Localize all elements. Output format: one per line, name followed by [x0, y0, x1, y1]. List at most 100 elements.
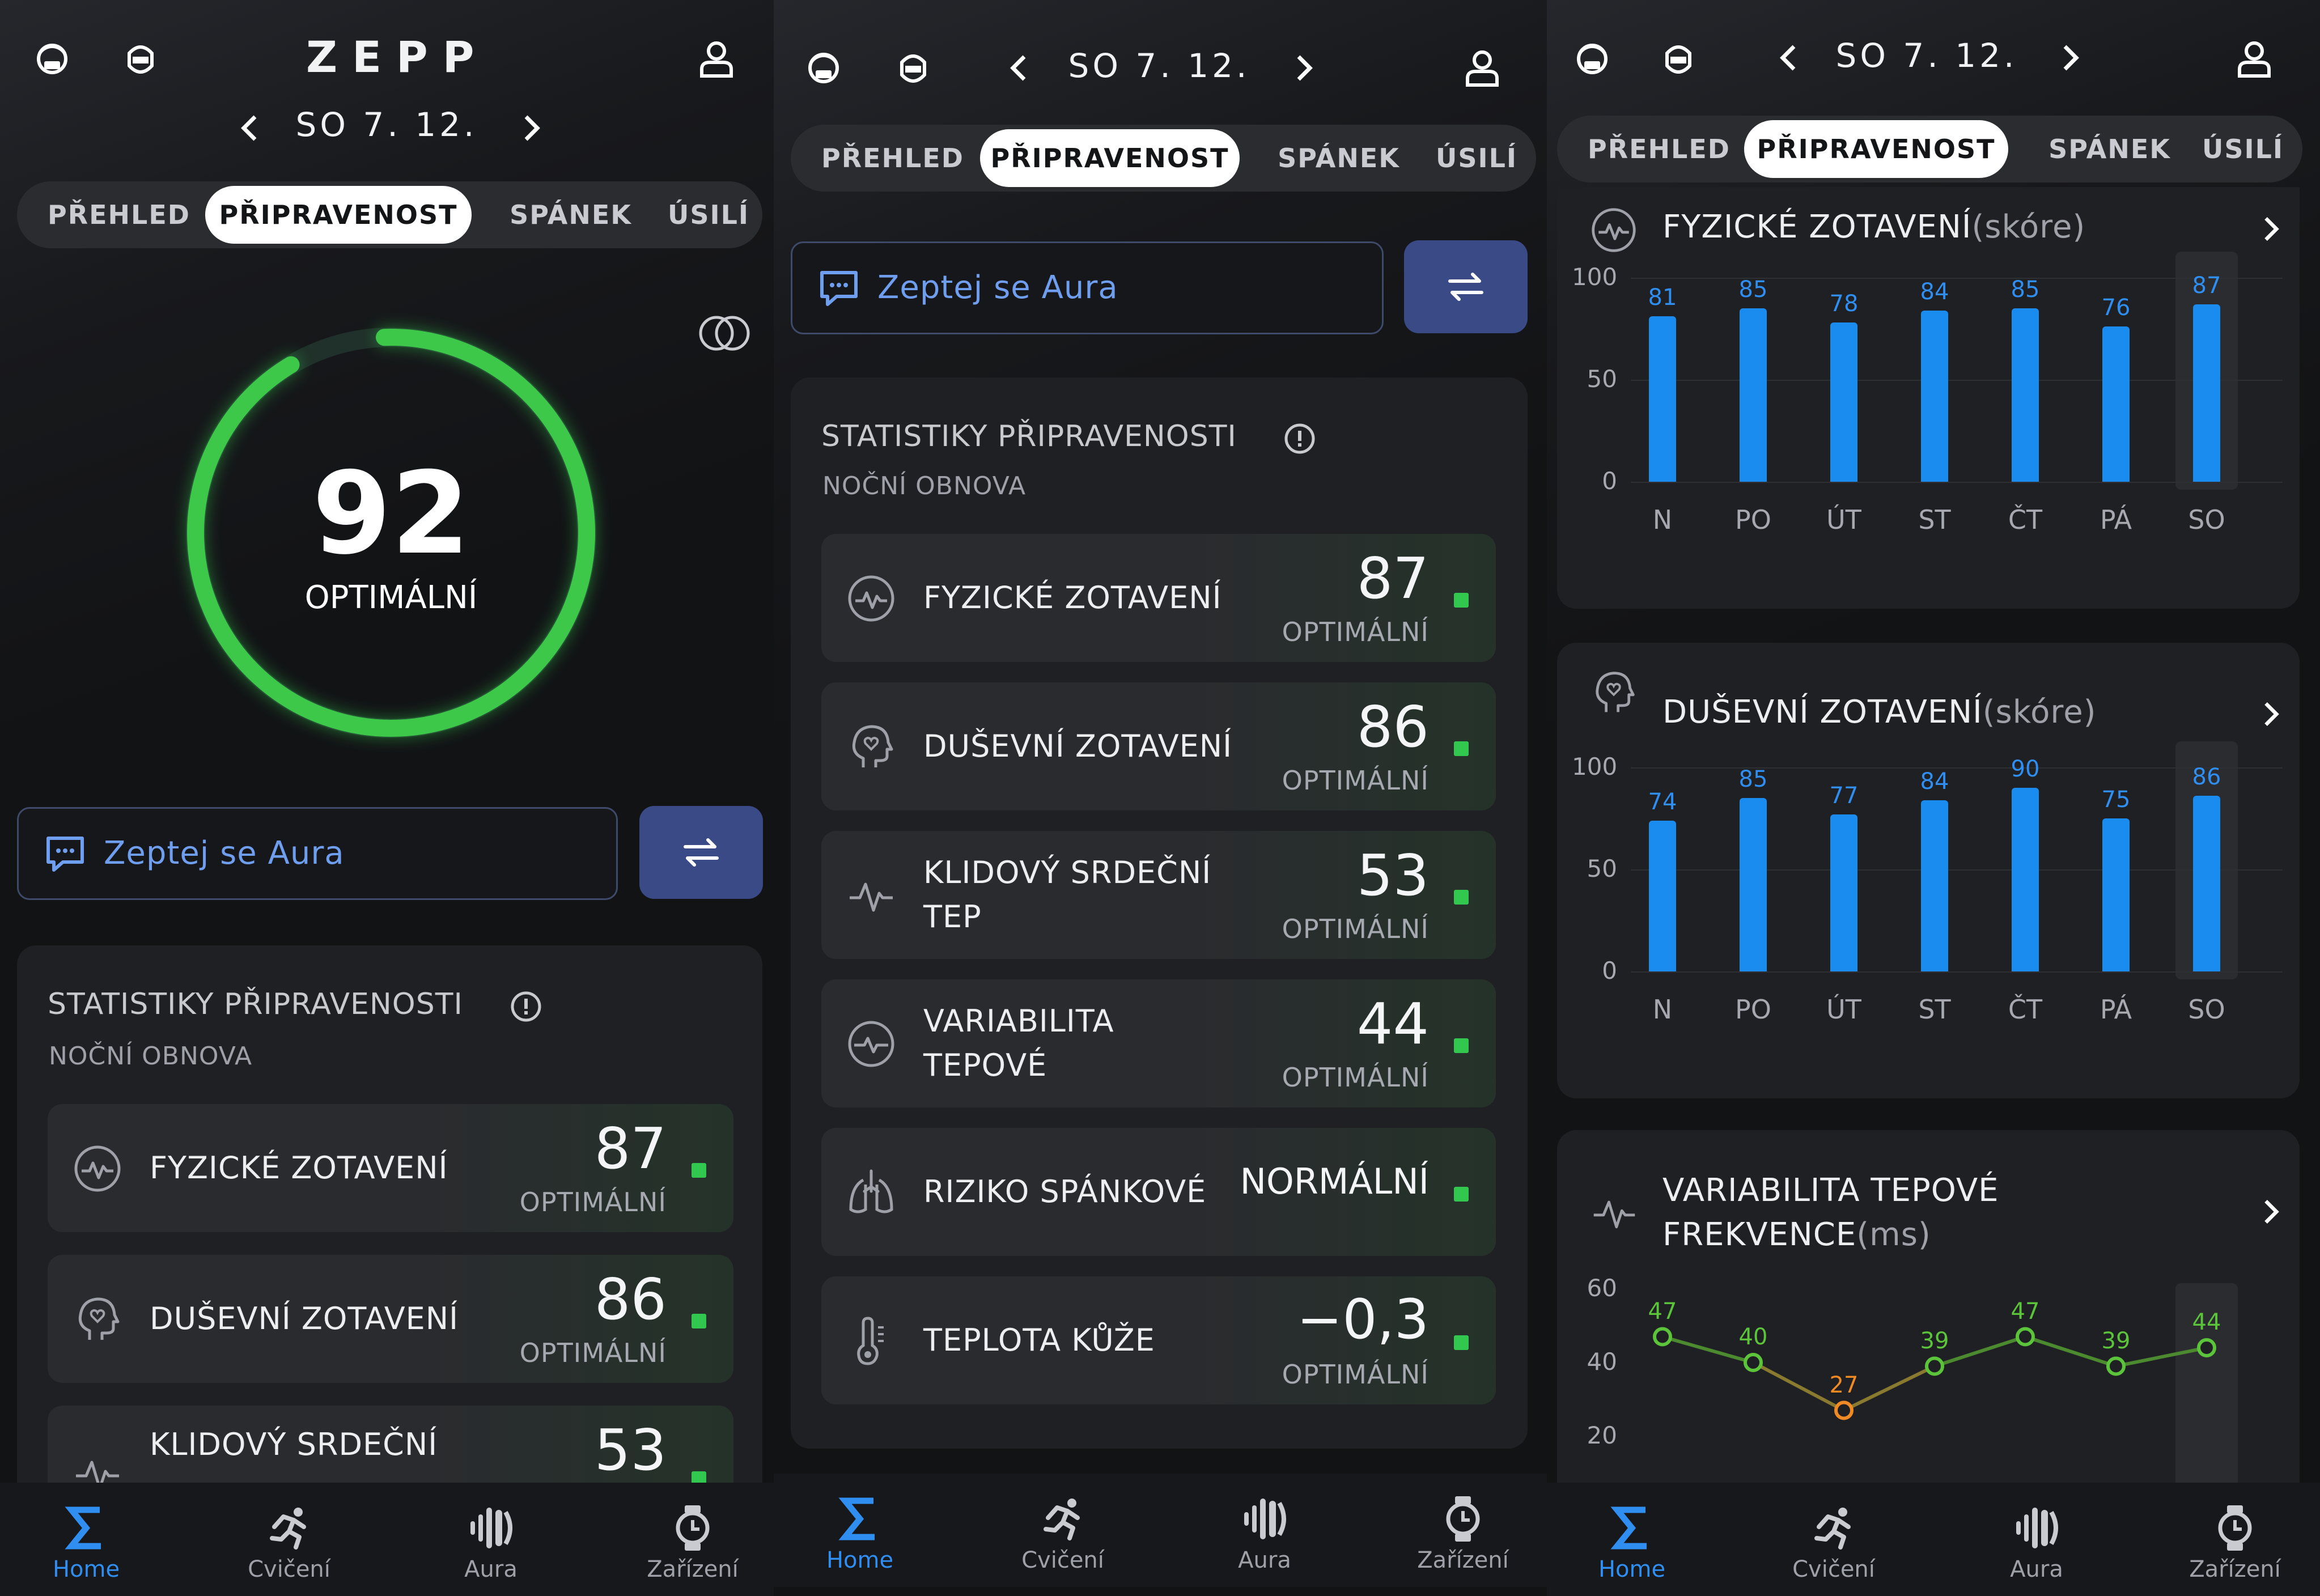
- chevron-left-icon[interactable]: [234, 111, 268, 145]
- bar-value-label: 75: [2101, 787, 2131, 813]
- sigma-home-icon: [1610, 1506, 1647, 1550]
- watch-icon[interactable]: [890, 45, 936, 91]
- stat-row-sleep-risk[interactable]: RIZIKO SPÁNKOVÉ NORMÁLNÍ: [821, 1128, 1496, 1256]
- stat-row-physical[interactable]: FYZICKÉ ZOTAVENÍ 87 OPTIMÁLNÍ: [48, 1104, 733, 1232]
- nav-home[interactable]: Home: [1547, 1483, 1717, 1596]
- date-label: SO 7. 12.: [1068, 46, 1250, 85]
- nav-home[interactable]: Home: [775, 1474, 945, 1587]
- tab-sleep[interactable]: SPÁNEK: [1278, 143, 1400, 173]
- tab-overview[interactable]: PŘEHLED: [821, 143, 964, 173]
- nav-devices[interactable]: Zařízení: [1378, 1474, 1547, 1587]
- readiness-overview-panel: ZEPP SO 7. 12. PŘEHLED PŘIPRAVENOST SPÁN…: [0, 0, 774, 1596]
- tab-effort[interactable]: ÚSILÍ: [1435, 143, 1518, 173]
- stats-title: STATISTIKY PŘIPRAVENOSTI: [821, 419, 1237, 453]
- bar[interactable]: [1740, 308, 1767, 482]
- tab-sleep[interactable]: SPÁNEK: [2048, 134, 2171, 164]
- date-label: SO 7. 12.: [1835, 36, 2018, 75]
- bar[interactable]: [1830, 814, 1857, 971]
- nav-workout[interactable]: Cvičení: [978, 1474, 1148, 1587]
- watch-icon[interactable]: [118, 36, 163, 82]
- chat-bubble-icon: [46, 837, 84, 872]
- chevron-right-icon[interactable]: [1286, 51, 1320, 85]
- nav-aura[interactable]: Aura: [406, 1483, 576, 1596]
- data-point[interactable]: [1744, 1353, 1763, 1372]
- data-point[interactable]: [2197, 1338, 2216, 1357]
- point-value-label: 47: [1648, 1298, 1677, 1325]
- readiness-stats-card: STATISTIKY PŘIPRAVENOSTI NOČNÍ OBNOVA FY…: [791, 377, 1528, 1449]
- ask-aura-field[interactable]: Zeptej se Aura: [791, 241, 1384, 334]
- data-point[interactable]: [1925, 1356, 1944, 1376]
- tab-readiness[interactable]: PŘIPRAVENOST: [980, 129, 1240, 187]
- bar[interactable]: [2012, 788, 2039, 971]
- tab-readiness[interactable]: PŘIPRAVENOST: [1744, 120, 2008, 178]
- chevron-left-icon[interactable]: [1003, 51, 1037, 85]
- data-point[interactable]: [2106, 1356, 2126, 1376]
- swap-button[interactable]: [639, 806, 763, 899]
- nav-aura[interactable]: Aura: [1952, 1483, 2122, 1596]
- y-tick-label: 60: [1587, 1274, 1617, 1302]
- watch-sync-icon[interactable]: [801, 45, 846, 91]
- info-icon[interactable]: [509, 990, 543, 1024]
- nav-workout[interactable]: Cvičení: [1749, 1483, 1919, 1596]
- bar[interactable]: [2012, 308, 2039, 482]
- nav-aura[interactable]: Aura: [1180, 1474, 1350, 1587]
- thermometer-icon: [857, 1317, 884, 1365]
- nav-devices[interactable]: Zařízení: [608, 1483, 774, 1596]
- bar[interactable]: [2193, 304, 2220, 482]
- stat-row-physical[interactable]: FYZICKÉ ZOTAVENÍ 87 OPTIMÁLNÍ: [821, 534, 1496, 662]
- stat-row-hrv[interactable]: VARIABILITA TEPOVÉ 44 OPTIMÁLNÍ: [821, 979, 1496, 1107]
- bar[interactable]: [1649, 316, 1676, 482]
- bar[interactable]: [1740, 798, 1767, 971]
- tab-effort[interactable]: ÚSILÍ: [667, 200, 750, 230]
- physical-recovery-chart-card[interactable]: FYZICKÉ ZOTAVENÍ(skóre) 100 50 0 81 N 85 PO 78 Ú…: [1557, 187, 2300, 609]
- chevron-right-icon[interactable]: [2254, 698, 2286, 730]
- bar[interactable]: [2102, 326, 2130, 482]
- watch-sync-icon[interactable]: [1570, 36, 1615, 82]
- bar[interactable]: [2193, 796, 2220, 971]
- stat-row-mental[interactable]: DUŠEVNÍ ZOTAVENÍ 86 OPTIMÁLNÍ: [821, 682, 1496, 810]
- x-tick-label: SO: [2188, 504, 2225, 535]
- stats-title: STATISTIKY PŘIPRAVENOSTI: [48, 987, 463, 1021]
- chevron-left-icon[interactable]: [1772, 41, 1806, 75]
- data-point[interactable]: [1653, 1327, 1672, 1347]
- data-point[interactable]: [2016, 1327, 2035, 1347]
- bar-value-label: 85: [2011, 277, 2040, 303]
- tab-overview[interactable]: PŘEHLED: [1588, 134, 1731, 164]
- ask-aura-field[interactable]: Zeptej se Aura: [17, 807, 618, 900]
- chevron-right-icon[interactable]: [514, 111, 548, 145]
- bar-value-label: 87: [2192, 272, 2221, 299]
- profile-icon[interactable]: [694, 36, 739, 82]
- watch-icon[interactable]: [1656, 36, 1701, 82]
- bar[interactable]: [1830, 322, 1857, 482]
- bar[interactable]: [1921, 800, 1948, 971]
- swap-button[interactable]: [1404, 240, 1528, 333]
- stat-row-resting-hr[interactable]: KLIDOVÝ SRDEČNÍ TEP 53 OPTIMÁLNÍ: [821, 831, 1496, 959]
- chevron-right-icon[interactable]: [2254, 1196, 2286, 1228]
- zepp-logo: ZEPP: [306, 32, 489, 82]
- mental-recovery-chart-card[interactable]: DUŠEVNÍ ZOTAVENÍ(skóre) 100 50 0 74 N 85 PO 77 Ú…: [1557, 643, 2300, 1098]
- point-value-label: 40: [1738, 1324, 1768, 1350]
- bar[interactable]: [1649, 820, 1676, 971]
- tab-effort[interactable]: ÚSILÍ: [2202, 134, 2284, 164]
- series-segment: [2115, 1346, 2207, 1368]
- bar[interactable]: [2102, 818, 2130, 971]
- chevron-right-icon[interactable]: [2052, 41, 2086, 75]
- profile-icon[interactable]: [2232, 36, 2277, 82]
- y-tick-label: 50: [1587, 855, 1617, 882]
- nav-workout[interactable]: Cvičení: [204, 1483, 374, 1596]
- data-point[interactable]: [1834, 1400, 1854, 1420]
- profile-icon[interactable]: [1460, 45, 1505, 91]
- stat-row-skin-temp[interactable]: TEPLOTA KŮŽE −0,3 OPTIMÁLNÍ: [821, 1276, 1496, 1404]
- stat-row-mental[interactable]: DUŠEVNÍ ZOTAVENÍ 86 OPTIMÁLNÍ: [48, 1255, 733, 1383]
- tab-sleep[interactable]: SPÁNEK: [510, 200, 632, 230]
- bar[interactable]: [1921, 310, 1948, 482]
- tab-readiness[interactable]: PŘIPRAVENOST: [205, 186, 472, 244]
- watch-sync-icon[interactable]: [29, 36, 75, 82]
- info-icon[interactable]: [1283, 422, 1317, 456]
- tab-overview[interactable]: PŘEHLED: [48, 200, 190, 230]
- grid-line: [1631, 482, 2283, 483]
- nav-devices[interactable]: Zařízení: [2150, 1483, 2320, 1596]
- nav-home[interactable]: Home: [1, 1483, 171, 1596]
- compare-rings-icon[interactable]: [695, 311, 754, 356]
- chevron-right-icon[interactable]: [2254, 213, 2286, 245]
